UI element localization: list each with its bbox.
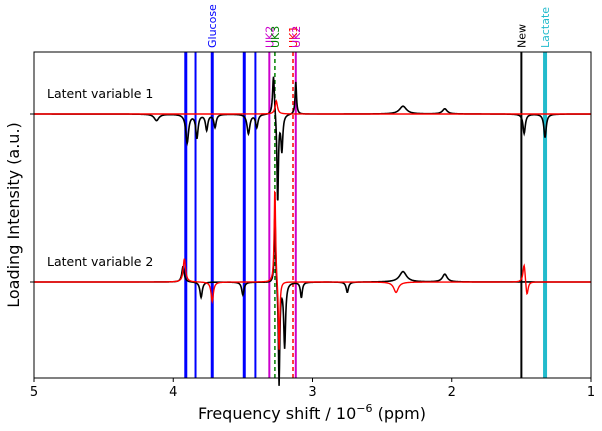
x-tick-label-4: 1: [587, 385, 595, 400]
x-tick-label-2: 3: [308, 385, 316, 400]
x-axis-label: Frequency shift / 10−6 (ppm): [198, 402, 426, 423]
marker-label-5: UK2: [263, 26, 276, 48]
x-tick-label-3: 2: [448, 385, 456, 400]
series-line-panel1-red: [34, 99, 591, 115]
y-axis-label: Loading Intensity (a.u.): [4, 122, 23, 308]
x-axis-label-prefix: Frequency shift / 10: [198, 404, 356, 423]
panel-label-1: Latent variable 1: [47, 86, 153, 101]
series-lines: [34, 76, 591, 386]
series-line-panel2-red: [34, 190, 591, 350]
x-tick-label-0: 5: [30, 385, 38, 400]
marker-label-7: UK1: [287, 26, 300, 48]
y-axis-ticks: [30, 113, 34, 283]
x-axis-label-suffix: (ppm): [372, 404, 425, 423]
marker-label-2: Glucose: [206, 4, 219, 48]
x-tick-label-1: 4: [169, 385, 177, 400]
marker-lines: [184, 52, 548, 378]
marker-label-9: New: [515, 24, 528, 48]
marker-label-8: UK2: [290, 26, 303, 48]
panel-label-2: Latent variable 2: [47, 254, 153, 269]
x-axis-label-exponent: −6: [356, 402, 372, 415]
marker-label-10: Lactate: [539, 7, 552, 48]
series-line-panel2-black: [34, 218, 591, 386]
x-axis-ticks: 5 4 3 2 1: [30, 378, 595, 400]
panel-labels: Latent variable 1 Latent variable 2: [47, 86, 153, 269]
marker-label-6: UK3: [269, 26, 282, 48]
